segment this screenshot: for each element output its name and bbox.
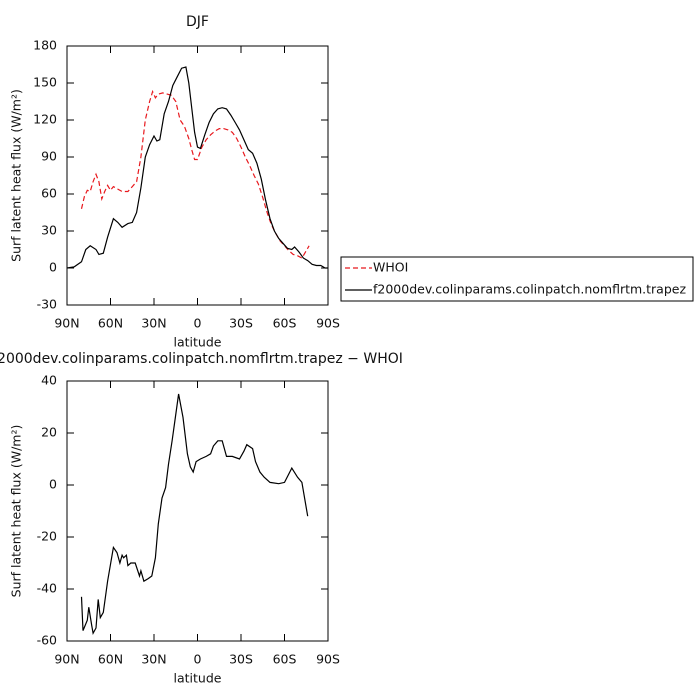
- x-tick-label: 90S: [316, 316, 340, 331]
- x-tick-label: 60N: [98, 316, 123, 331]
- y-tick-label: -30: [37, 297, 57, 312]
- y-tick-label: 60: [41, 186, 57, 201]
- y-tick-label: 90: [41, 149, 57, 164]
- y-tick-label: 120: [33, 112, 57, 127]
- data-line: [66, 66, 328, 269]
- plot-frame: [66, 45, 329, 306]
- y-tick-label: -60: [37, 633, 57, 648]
- x-tick-label: 90S: [316, 652, 340, 667]
- x-tick-label: 90N: [54, 316, 79, 331]
- y-tick-label: 0: [49, 260, 57, 275]
- x-tick-label: 30N: [141, 316, 166, 331]
- y-tick-label: -40: [37, 581, 57, 596]
- x-tick-label: 0: [194, 316, 202, 331]
- y-tick-label: 150: [33, 75, 57, 90]
- data-line: [80, 89, 310, 259]
- x-axis-label: latitude: [174, 335, 222, 350]
- y-tick-label: 180: [33, 38, 57, 53]
- x-axis-label: latitude: [174, 671, 222, 686]
- x-tick-label: 60S: [273, 652, 297, 667]
- y-tick-label: 20: [41, 425, 57, 440]
- y-tick-label: -20: [37, 529, 57, 544]
- plot-frame: [66, 380, 329, 642]
- chart-title: f2000dev.colinparams.colinpatch.nomflrtm…: [0, 351, 403, 367]
- legend-box: [340, 256, 694, 302]
- x-tick-label: 60S: [273, 316, 297, 331]
- x-tick-label: 90N: [54, 652, 79, 667]
- x-tick-label: 30S: [229, 316, 253, 331]
- y-axis-label: Surf latent heat flux (W/m²): [9, 89, 24, 262]
- y-axis-label: Surf latent heat flux (W/m²): [9, 425, 24, 598]
- x-tick-label: 0: [194, 652, 202, 667]
- x-tick-label: 60N: [98, 652, 123, 667]
- data-line: [80, 393, 309, 635]
- y-tick-label: 40: [41, 373, 57, 388]
- x-tick-label: 30S: [229, 652, 253, 667]
- legend-label: WHOI: [373, 260, 408, 275]
- y-tick-label: 30: [41, 223, 57, 238]
- chart-title: DJF: [186, 14, 209, 30]
- legend-label: f2000dev.colinparams.colinpatch.nomflrtm…: [373, 282, 686, 297]
- x-tick-label: 30N: [141, 652, 166, 667]
- y-tick-label: 0: [49, 477, 57, 492]
